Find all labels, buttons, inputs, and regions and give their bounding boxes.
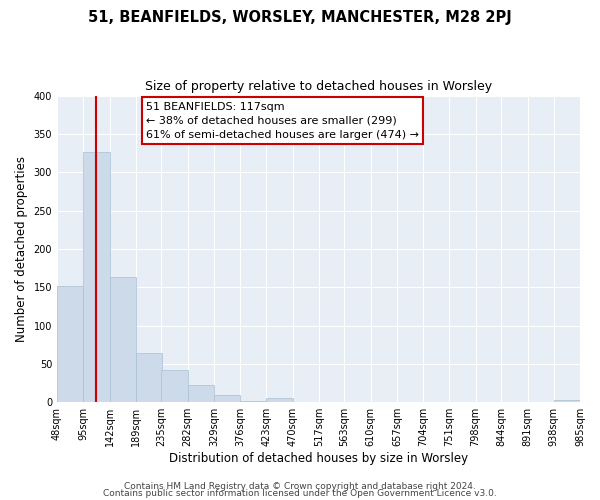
Bar — [161, 370, 188, 402]
Bar — [110, 277, 136, 402]
X-axis label: Distribution of detached houses by size in Worsley: Distribution of detached houses by size … — [169, 452, 468, 465]
Y-axis label: Number of detached properties: Number of detached properties — [15, 156, 28, 342]
Bar — [266, 398, 293, 402]
Bar — [554, 400, 580, 402]
Bar — [83, 152, 110, 402]
Text: 51, BEANFIELDS, WORSLEY, MANCHESTER, M28 2PJ: 51, BEANFIELDS, WORSLEY, MANCHESTER, M28… — [88, 10, 512, 25]
Title: Size of property relative to detached houses in Worsley: Size of property relative to detached ho… — [145, 80, 492, 93]
Text: 51 BEANFIELDS: 117sqm
← 38% of detached houses are smaller (299)
61% of semi-det: 51 BEANFIELDS: 117sqm ← 38% of detached … — [146, 102, 419, 140]
Text: Contains HM Land Registry data © Crown copyright and database right 2024.: Contains HM Land Registry data © Crown c… — [124, 482, 476, 491]
Bar — [240, 400, 266, 402]
Bar — [188, 386, 214, 402]
Bar — [136, 353, 162, 402]
Bar — [57, 286, 83, 402]
Bar — [214, 394, 240, 402]
Text: Contains public sector information licensed under the Open Government Licence v3: Contains public sector information licen… — [103, 490, 497, 498]
